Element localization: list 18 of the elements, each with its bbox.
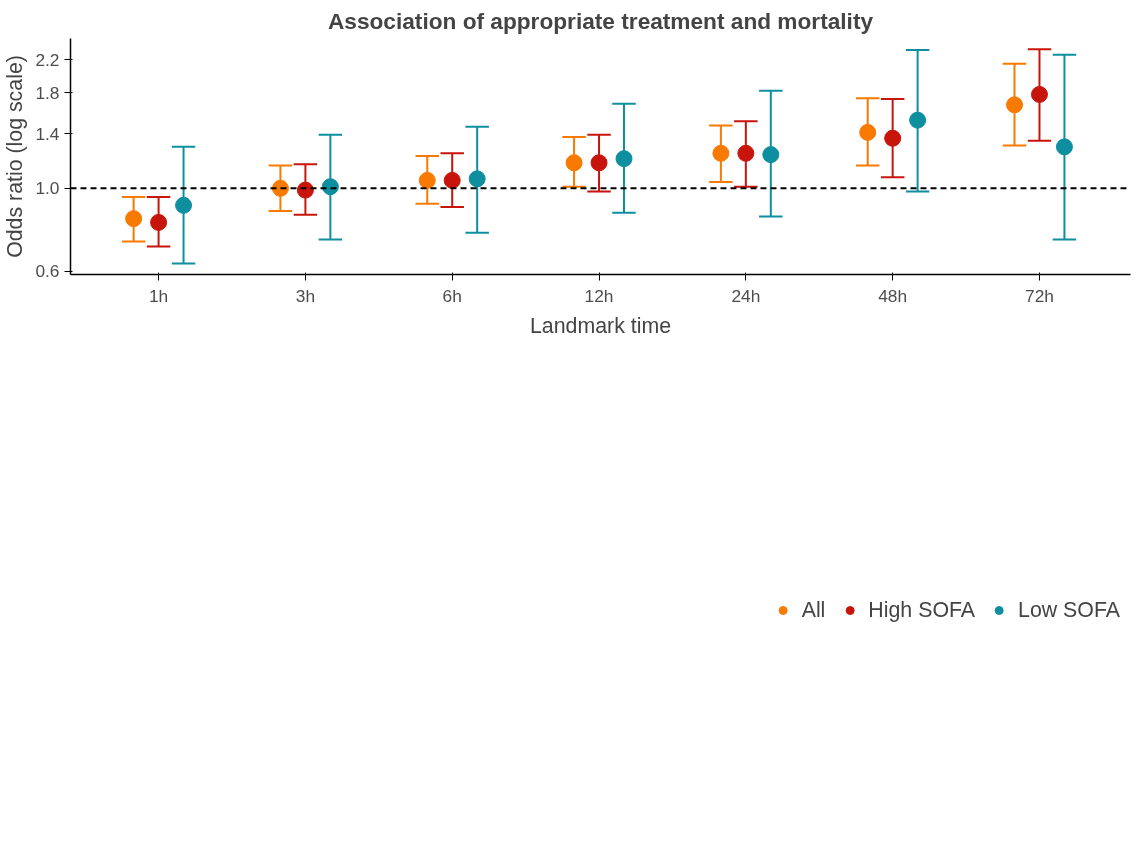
y-tick-label: 1.0 [35, 178, 60, 199]
x-tick-label: 12h [584, 285, 614, 306]
legend-label: High SOFA [868, 597, 976, 623]
y-axis-title: Odds ratio (log scale) [3, 55, 28, 258]
x-tick-label: 24h [731, 285, 761, 306]
y-tick-label: 1.4 [35, 123, 60, 144]
chart-title: Association of appropriate treatment and mortality [327, 7, 874, 34]
y-tick-label: 2.2 [35, 49, 60, 70]
x-tick-label: 6h [442, 285, 462, 306]
x-tick-label: 1h [148, 285, 169, 306]
x-tick-label: 72h [1025, 285, 1054, 306]
x-tick-label: 48h [878, 285, 908, 306]
legend-label: Low SOFA [1018, 597, 1120, 623]
x-tick-label: 3h [295, 285, 316, 306]
x-axis-title: Landmark time [529, 313, 672, 338]
y-tick-label: 0.6 [35, 261, 60, 282]
legend-label: All [801, 597, 826, 623]
y-tick-label: 1.8 [35, 82, 60, 103]
